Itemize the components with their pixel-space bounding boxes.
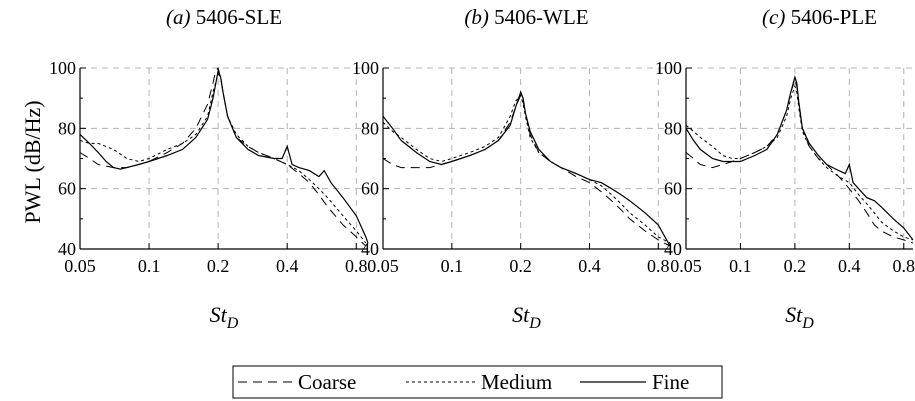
- x-axis-label: StD: [785, 302, 814, 332]
- panel-title-label: (a): [166, 5, 191, 29]
- panel-title-case: 5406-PLE: [785, 5, 877, 29]
- panel-title: (b) 5406-WLE: [464, 5, 588, 29]
- x-tick-label: 0.1: [729, 256, 752, 276]
- x-tick-label: 0.2: [509, 256, 532, 276]
- x-tick-label: 0.8: [892, 256, 915, 276]
- series-line-coarse: [685, 78, 914, 244]
- y-tick-label: 80: [664, 118, 682, 138]
- x-tick-label: 0.05: [367, 256, 399, 276]
- x-axis-label-main: St: [512, 302, 530, 327]
- y-tick-label: 60: [361, 179, 379, 199]
- x-axis-label-sub: D: [528, 315, 541, 332]
- x-tick-label: 0.4: [838, 256, 861, 276]
- series-line-fine: [382, 90, 671, 247]
- x-axis-label: StD: [512, 302, 541, 332]
- panel-title-case: 5406-WLE: [489, 5, 589, 29]
- series-line-fine: [685, 74, 914, 241]
- legend-label-coarse: Coarse: [298, 370, 356, 394]
- legend: Coarse Medium Fine: [232, 365, 723, 399]
- x-tick-label: 0.2: [784, 256, 807, 276]
- x-axis-label-sub: D: [226, 315, 239, 332]
- panel-c: (c) 5406-PLE 40 60 80 100 0.05 0.1 0.2 0.4 0.8 StD: [655, 5, 915, 332]
- x-tick-label: 0.05: [670, 256, 702, 276]
- x-tick-label: 0.8: [345, 256, 368, 276]
- y-tick-label: 40: [664, 239, 682, 259]
- legend-label-fine: Fine: [652, 370, 689, 394]
- y-tick-label: 100: [352, 58, 379, 78]
- y-tick-label: 80: [361, 118, 379, 138]
- x-tick-label: 0.4: [578, 256, 601, 276]
- y-axis-label: PWL (dB/Hz): [20, 100, 45, 223]
- panel-b: (b) 5406-WLE 40 60 80 100 0.05 0.1 0.2 0.4 0.8 StD: [352, 5, 671, 332]
- y-tick-label: 80: [58, 118, 76, 138]
- x-tick-label: 0.1: [441, 256, 464, 276]
- series-line-medium: [79, 72, 367, 244]
- x-axis-label-sub: D: [801, 315, 814, 332]
- series-line-fine: [79, 68, 369, 244]
- y-tick-label: 40: [361, 239, 379, 259]
- panel-title-label: (c): [762, 5, 785, 29]
- x-axis-label-main: St: [785, 302, 803, 327]
- y-tick-label: 60: [58, 179, 76, 199]
- legend-label-medium: Medium: [481, 370, 552, 394]
- panel-title: (c) 5406-PLE: [762, 5, 877, 29]
- panel-title-label: (b): [464, 5, 489, 29]
- series-line-medium: [685, 84, 914, 241]
- x-tick-label: 0.1: [138, 256, 161, 276]
- x-tick-label: 0.05: [64, 256, 96, 276]
- panel-title: (a) 5406-SLE: [166, 5, 282, 29]
- x-axis-label-main: St: [210, 302, 228, 327]
- y-tick-label: 60: [664, 179, 682, 199]
- x-tick-label: 0.2: [207, 256, 230, 276]
- x-tick-label: 0.4: [276, 256, 299, 276]
- x-axis-label: StD: [210, 302, 239, 332]
- x-tick-label: 0.8: [647, 256, 670, 276]
- y-tick-label: 100: [49, 58, 76, 78]
- y-tick-label: 100: [655, 58, 682, 78]
- panel-a: (a) 5406-SLE 40 60 80 100 0.05 0.1 0.2 0.4 0.8 StD: [49, 5, 369, 332]
- y-tick-label: 40: [58, 239, 76, 259]
- panel-title-case: 5406-SLE: [190, 5, 282, 29]
- series-line-coarse: [79, 66, 367, 247]
